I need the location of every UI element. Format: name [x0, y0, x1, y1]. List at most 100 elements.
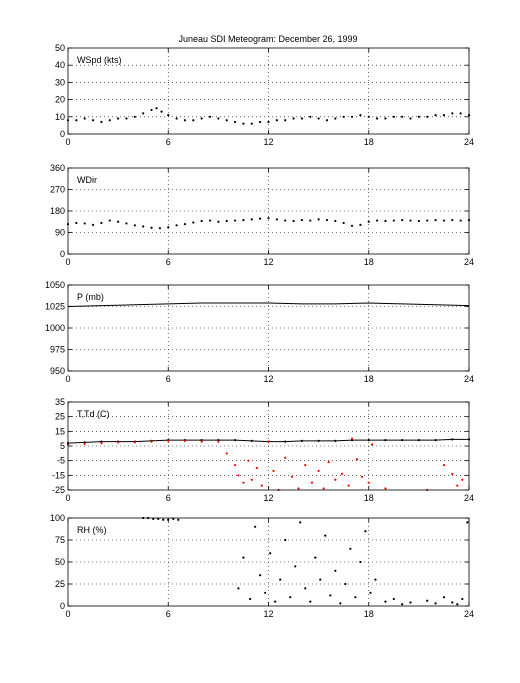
data-point: [309, 115, 312, 118]
data-point: [250, 218, 253, 221]
data-point: [133, 224, 136, 227]
data-point: [426, 115, 429, 118]
y-tick-label: 360: [50, 163, 65, 173]
data-point: [279, 578, 282, 581]
x-tick-label: 12: [263, 257, 273, 267]
data-point: [304, 587, 307, 590]
data-point: [369, 591, 372, 594]
data-point: [409, 219, 412, 222]
data-point: [359, 223, 362, 226]
data-point: [370, 443, 374, 446]
data-point: [158, 227, 161, 230]
data-point: [451, 472, 454, 475]
panel-4: 0 25 50 75 100 0 6 12 18 24 RH (%): [50, 513, 474, 619]
data-point: [133, 115, 136, 118]
data-point: [300, 218, 304, 222]
data-point: [426, 599, 429, 602]
data-point: [237, 474, 240, 477]
data-point: [401, 218, 404, 222]
y-tick-label: 5: [60, 441, 65, 451]
data-point: [325, 218, 329, 222]
data-point: [350, 224, 354, 227]
data-point: [466, 521, 469, 524]
x-tick-label: 18: [364, 374, 374, 384]
data-point: [434, 218, 437, 222]
panel-3: -25 -15 -5 5 15 25 35 0 6 12 18 24 T,Td (C): [52, 397, 474, 503]
x-tick-label: 24: [464, 257, 474, 267]
data-point: [142, 112, 145, 115]
data-point: [267, 440, 270, 443]
data-point: [167, 226, 170, 229]
data-point: [200, 219, 203, 223]
data-point: [233, 219, 237, 222]
data-point: [150, 226, 153, 229]
data-point: [108, 119, 111, 122]
x-tick-label: 24: [464, 609, 474, 619]
x-tick-label: 0: [65, 137, 70, 147]
data-point: [349, 547, 352, 550]
data-point: [409, 601, 412, 604]
data-point: [225, 219, 228, 223]
data-point: [309, 219, 312, 222]
panel-0: 0 10 20 30 40 50 0 6 12 18 24 WSpd (kts): [55, 43, 474, 147]
data-point: [459, 112, 462, 115]
data-point: [290, 475, 293, 478]
x-tick-label: 18: [364, 609, 374, 619]
x-tick-label: 24: [464, 374, 474, 384]
data-point: [242, 556, 245, 559]
data-point: [354, 596, 357, 599]
y-tick-label: 30: [55, 77, 65, 87]
data-point: [292, 219, 295, 223]
data-point: [225, 452, 228, 455]
data-point: [133, 441, 136, 444]
data-point: [300, 117, 304, 120]
data-point: [175, 224, 178, 227]
data-point: [250, 478, 253, 481]
data-point: [459, 219, 462, 222]
data-point: [299, 521, 302, 524]
data-point: [350, 437, 354, 440]
panel-2: 950 975 1000 1025 1050 0 6 12 18 24 P (mb): [45, 280, 474, 384]
data-point: [426, 219, 429, 222]
data-point: [442, 113, 446, 117]
data-point: [376, 219, 379, 222]
data-point: [217, 440, 220, 443]
data-point: [225, 119, 228, 122]
data-point: [384, 117, 387, 120]
data-point: [347, 484, 350, 487]
panel-label: WSpd (kts): [77, 55, 122, 65]
data-point: [259, 217, 262, 220]
data-point: [192, 119, 195, 122]
y-tick-label: 90: [55, 228, 65, 238]
data-point: [342, 221, 345, 225]
data-point: [284, 119, 287, 122]
data-point: [392, 597, 395, 601]
y-tick-label: 25: [55, 579, 65, 589]
x-tick-label: 0: [65, 257, 70, 267]
x-tick-label: 18: [364, 493, 374, 503]
x-tick-label: 24: [464, 493, 474, 503]
data-point: [83, 442, 86, 445]
y-tick-label: -25: [52, 485, 65, 495]
data-point: [434, 602, 437, 605]
data-point: [284, 538, 287, 542]
data-point: [367, 115, 370, 118]
data-point: [75, 221, 78, 225]
data-point: [284, 456, 287, 459]
y-tick-label: 50: [55, 43, 65, 53]
data-point: [339, 602, 342, 605]
data-point: [324, 534, 327, 537]
panel-label: WDir: [77, 175, 97, 185]
data-point: [317, 469, 320, 473]
data-point: [259, 120, 262, 124]
data-point: [269, 552, 272, 555]
data-point: [355, 458, 359, 461]
data-point: [329, 594, 332, 597]
x-tick-label: 12: [263, 374, 273, 384]
data-point: [264, 591, 267, 594]
data-point: [384, 487, 387, 490]
data-point: [456, 603, 459, 606]
data-point: [208, 219, 212, 222]
data-point: [294, 565, 297, 568]
data-point: [325, 119, 329, 122]
